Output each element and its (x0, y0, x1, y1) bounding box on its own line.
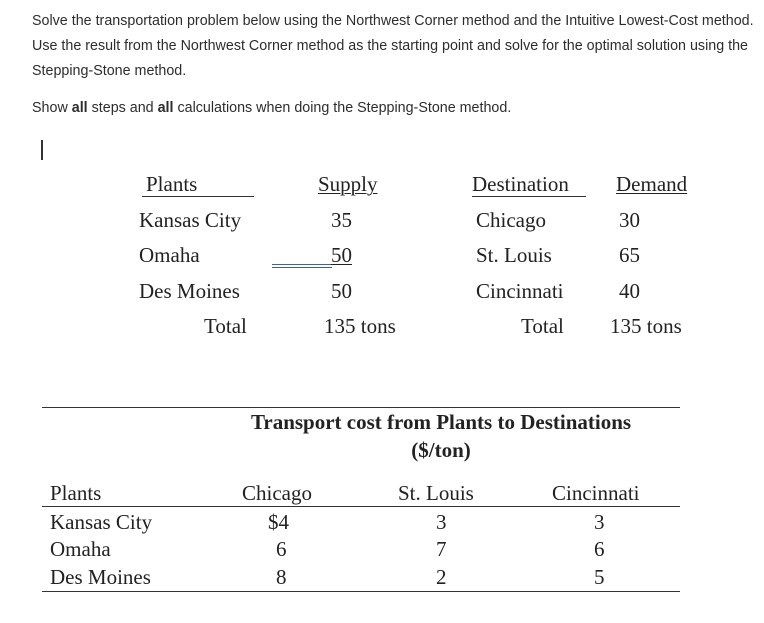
demand-st-louis: 65 (619, 243, 640, 267)
total-label-left: Total (204, 314, 247, 338)
cost-header-st-louis: St. Louis (398, 481, 474, 505)
cost-table-title-line-1: Transport cost from Plants to Destinatio… (250, 410, 632, 434)
double-underline-mark (272, 264, 332, 268)
plant-kansas-city: Kansas City (139, 208, 242, 232)
cost-header-cincinnati: Cincinnati (552, 481, 640, 505)
cost-omaha-cincinnati: 6 (594, 537, 605, 561)
cost-header-chicago: Chicago (242, 481, 312, 505)
cost-row-kansas-city-plant: Kansas City (50, 510, 153, 534)
demand-cincinnati: 40 (619, 279, 640, 303)
cost-kansas-city-st-louis: 3 (436, 510, 447, 534)
header-supply: Supply (318, 172, 378, 196)
cost-row-omaha-plant: Omaha (50, 537, 111, 561)
total-demand: 135 tons (610, 314, 682, 338)
p2-text-c: steps and (87, 100, 158, 116)
p2-emphasis-all-2: all (157, 100, 174, 116)
cost-table-header-rule (42, 506, 680, 507)
header-demand: Demand (616, 172, 688, 196)
cost-kansas-city-chicago: $4 (268, 510, 289, 534)
demand-chicago: 30 (619, 208, 640, 232)
supply-kansas-city: 35 (331, 208, 352, 232)
p2-text-e: calculations when doing the Stepping-Sto… (173, 100, 512, 116)
cost-des-moines-chicago: 8 (276, 565, 287, 589)
total-supply: 135 tons (324, 314, 396, 338)
cost-kansas-city-cincinnati: 3 (594, 510, 605, 534)
plant-omaha: Omaha (139, 243, 200, 267)
header-destination-underline (472, 196, 586, 197)
header-plants-underline (142, 196, 254, 197)
supply-des-moines: 50 (331, 279, 352, 303)
header-destination: Destination (472, 172, 569, 196)
cost-des-moines-cincinnati: 5 (594, 565, 605, 589)
plant-des-moines: Des Moines (139, 279, 240, 303)
destination-st-louis: St. Louis (476, 243, 552, 267)
p2-emphasis-all-1: all (71, 100, 88, 116)
total-label-right: Total (521, 314, 564, 338)
instructions-paragraph-2: Show all steps and all calculations when… (32, 96, 760, 121)
text-cursor[interactable] (41, 140, 43, 160)
cost-row-des-moines-plant: Des Moines (50, 565, 151, 589)
destination-cincinnati: Cincinnati (476, 279, 564, 303)
p2-text-a: Show (32, 100, 72, 116)
cost-table-title-line-2: ($/ton) (411, 438, 471, 462)
cost-table-bottom-rule (42, 591, 680, 592)
instructions: Solve the transportation problem below u… (32, 9, 760, 121)
cost-header-plants: Plants (50, 481, 102, 505)
cost-des-moines-st-louis: 2 (436, 565, 447, 589)
header-plants: Plants (146, 172, 198, 196)
cost-omaha-st-louis: 7 (436, 537, 447, 561)
cost-table-top-rule (42, 407, 680, 408)
cost-omaha-chicago: 6 (276, 537, 287, 561)
instructions-paragraph-1: Solve the transportation problem below u… (32, 13, 754, 79)
destination-chicago: Chicago (476, 208, 546, 232)
supply-omaha: 50 (331, 243, 352, 267)
